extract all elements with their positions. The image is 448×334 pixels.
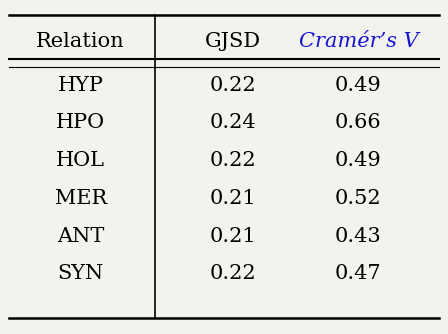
Text: MER: MER xyxy=(55,189,107,208)
Text: HYP: HYP xyxy=(58,76,103,95)
Text: 0.21: 0.21 xyxy=(210,189,256,208)
Text: 0.22: 0.22 xyxy=(210,151,256,170)
Text: 0.21: 0.21 xyxy=(210,227,256,245)
Text: 0.47: 0.47 xyxy=(335,265,382,283)
Text: 0.22: 0.22 xyxy=(210,265,256,283)
Text: Cramér’s V: Cramér’s V xyxy=(298,32,418,51)
Text: 0.24: 0.24 xyxy=(210,114,256,132)
Text: 0.43: 0.43 xyxy=(335,227,382,245)
Text: 0.49: 0.49 xyxy=(335,76,382,95)
Text: 0.66: 0.66 xyxy=(335,114,382,132)
Text: ANT: ANT xyxy=(57,227,104,245)
Text: 0.52: 0.52 xyxy=(335,189,382,208)
Text: SYN: SYN xyxy=(57,265,104,283)
Text: 0.49: 0.49 xyxy=(335,151,382,170)
Text: Relation: Relation xyxy=(36,32,125,51)
Text: HOL: HOL xyxy=(56,151,105,170)
Text: GJSD: GJSD xyxy=(205,32,261,51)
Text: 0.22: 0.22 xyxy=(210,76,256,95)
Text: HPO: HPO xyxy=(56,114,105,132)
